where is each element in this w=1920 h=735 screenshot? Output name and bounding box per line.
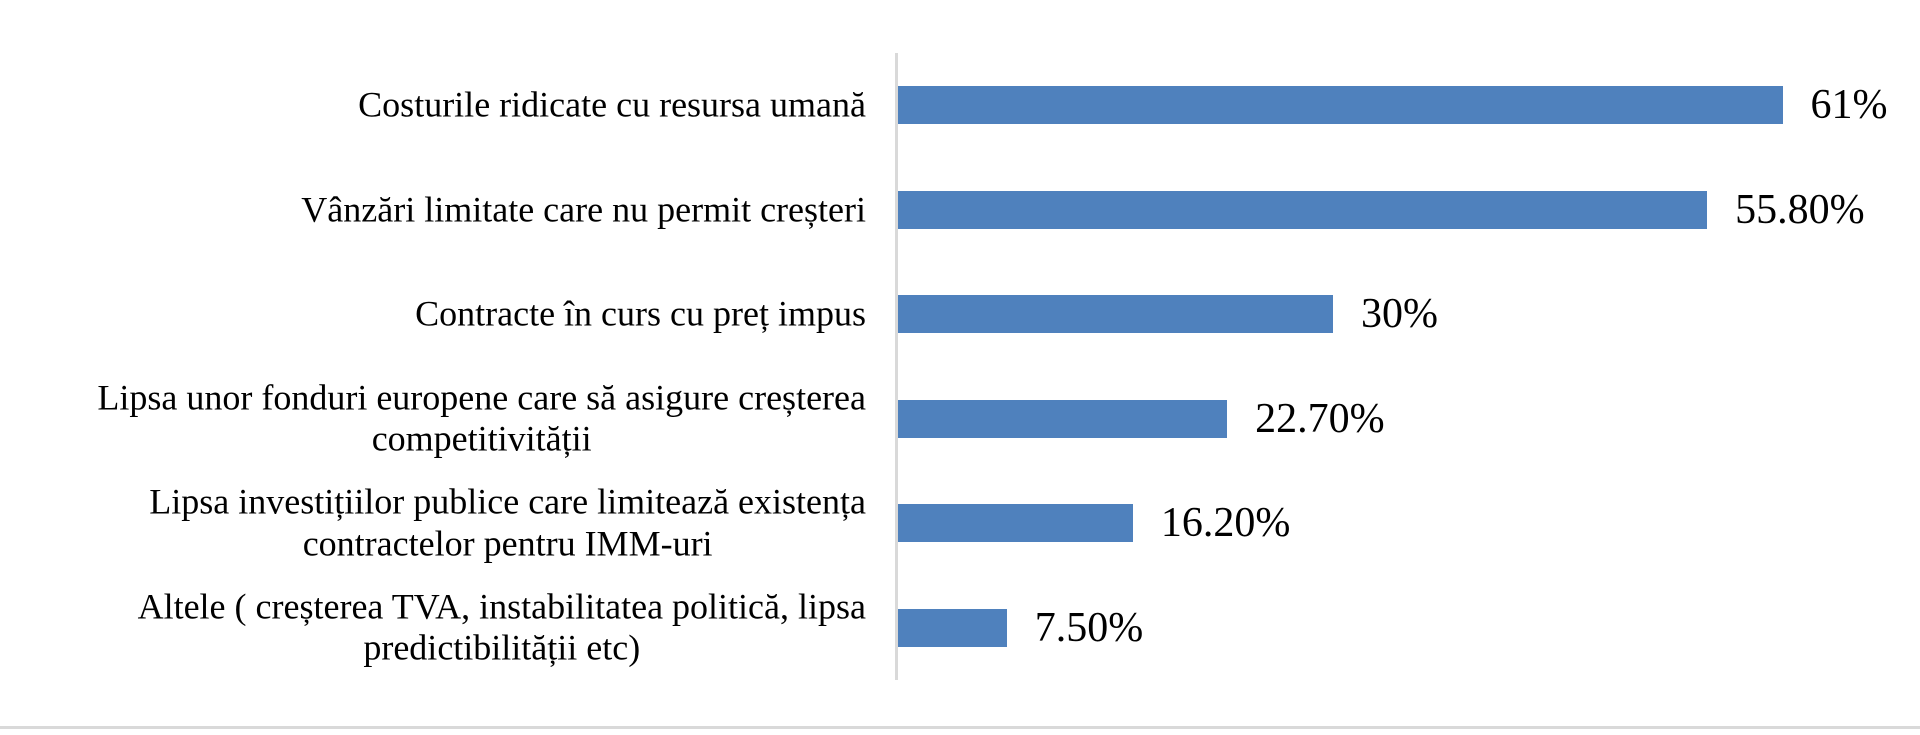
category-label: Vânzări limitate care nu permit creșteri [301,189,866,230]
category-label: Costurile ridicate cu resursa umană [358,84,866,125]
category-label: Lipsa investițiilor publice care limitea… [149,481,866,564]
bar [898,504,1133,543]
category-label: Altele ( creșterea TVA, instabilitatea p… [137,586,866,668]
category-label: Contracte în curs cu preț impus [415,293,866,334]
value-label: 61% [1810,82,1888,129]
y-axis-line [895,53,898,680]
bar [898,399,1228,438]
value-label: 22.70% [1255,395,1385,442]
bottom-border [0,726,1920,729]
bar [898,190,1708,229]
value-label: 55.80% [1735,186,1865,233]
bar [898,608,1007,647]
bar [898,295,1333,334]
bar [898,86,1783,125]
category-label: Lipsa unor fonduri europene care să asig… [97,377,866,459]
value-label: 30% [1361,291,1438,338]
plot-area: 61% 55.80% 30% 22.70% 16.20% 7.50% [898,53,1913,680]
value-label: 16.20% [1160,500,1291,547]
value-label: 7.50% [1034,604,1144,651]
